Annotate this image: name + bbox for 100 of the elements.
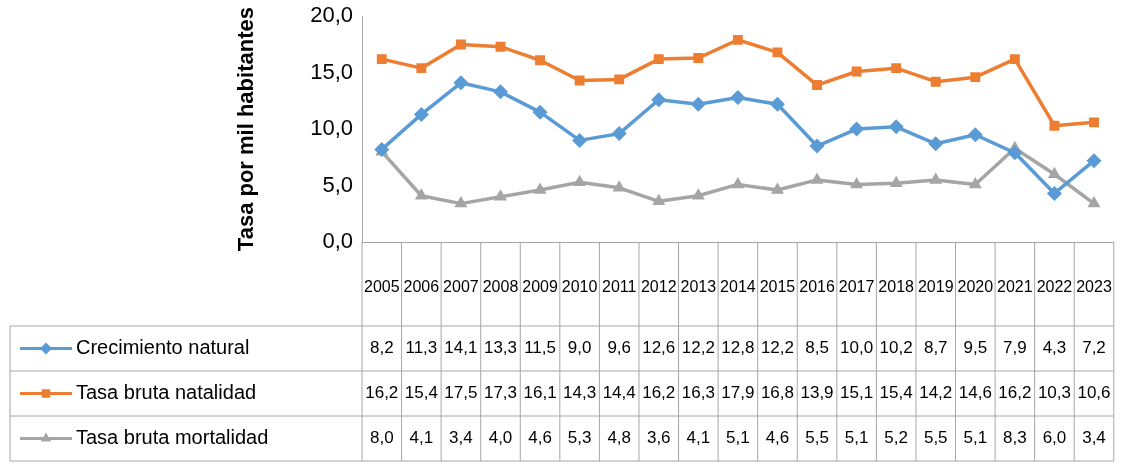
data-label: 13,3: [483, 338, 518, 358]
data-label: 4,6: [765, 428, 790, 448]
y-axis-title: Tasa por mil habitantes: [233, 7, 259, 252]
x-tick-label: 2011: [601, 278, 637, 296]
data-label: 14,4: [602, 383, 636, 403]
point: [614, 74, 625, 85]
point: [850, 176, 864, 189]
data-label: 14,2: [919, 383, 953, 403]
data-label: 5,3: [567, 428, 592, 448]
x-tick-label: 2015: [759, 278, 796, 296]
data-label: 7,9: [1003, 338, 1027, 358]
legend-label: Tasa bruta natalidad: [76, 381, 257, 404]
point: [1089, 117, 1099, 128]
y-tick-label: 20,0: [310, 2, 353, 28]
data-label: 9,0: [567, 338, 592, 358]
data-label: 3,4: [1082, 428, 1106, 448]
data-label: 14,1: [444, 338, 478, 358]
data-label: 9,6: [607, 338, 632, 358]
x-tick-label: 2009: [522, 278, 558, 296]
data-label: 14,6: [958, 383, 992, 403]
data-label: 12,2: [760, 338, 795, 358]
data-label: 15,4: [879, 383, 913, 403]
point: [812, 80, 822, 91]
point: [732, 34, 743, 45]
x-tick-label: 2021: [997, 278, 1033, 296]
point: [574, 75, 585, 86]
data-label: 16,3: [681, 383, 715, 403]
point: [809, 138, 825, 154]
data-label: 4,0: [488, 428, 513, 448]
point: [612, 180, 626, 192]
point: [653, 54, 664, 65]
point: [849, 121, 865, 137]
data-label: 16,1: [523, 383, 557, 403]
point: [930, 76, 941, 87]
y-tick-label: 5,0: [322, 171, 353, 197]
point: [1087, 196, 1101, 208]
point: [1047, 166, 1061, 179]
data-label: 5,1: [844, 428, 869, 448]
y-tick-label: 10,0: [310, 115, 353, 141]
point: [416, 63, 427, 74]
x-tick-label: 2007: [443, 278, 479, 296]
point: [810, 172, 824, 184]
x-tick-label: 2012: [640, 278, 677, 296]
x-tick-label: 2005: [363, 278, 400, 296]
data-label: 5,1: [726, 428, 750, 448]
point: [532, 104, 548, 120]
point: [730, 89, 746, 105]
data-label: 10,6: [1077, 383, 1111, 403]
data-label: 8,7: [923, 338, 948, 358]
point: [929, 172, 943, 184]
data-label: 3,6: [646, 428, 671, 448]
point: [772, 47, 783, 58]
point: [891, 63, 902, 74]
data-label: 16,2: [365, 383, 399, 403]
point: [453, 75, 469, 91]
data-label: 8,5: [805, 338, 829, 358]
point: [889, 175, 903, 188]
data-label: 12,8: [721, 338, 755, 358]
data-label: 5,5: [923, 428, 948, 448]
data-label: 15,1: [840, 383, 874, 403]
point: [572, 132, 588, 148]
data-label: 8,3: [1003, 428, 1027, 448]
data-label: 6,0: [1042, 428, 1067, 448]
data-label: 10,2: [879, 338, 913, 358]
point: [495, 41, 506, 52]
point: [693, 53, 704, 63]
x-tick-label: 2014: [720, 278, 756, 296]
data-label: 4,8: [607, 428, 632, 448]
point: [1046, 185, 1062, 201]
point: [454, 196, 468, 208]
point: [967, 127, 983, 143]
point: [851, 66, 862, 77]
data-label: 13,9: [800, 383, 834, 403]
x-tick-label: 2019: [917, 278, 954, 296]
point: [968, 176, 982, 189]
data-label: 14,3: [563, 383, 597, 403]
data-label: 17,9: [721, 383, 755, 403]
y-tick-label: 0,0: [322, 228, 353, 254]
data-label: 11,3: [405, 338, 438, 358]
point: [1009, 54, 1020, 65]
point: [731, 176, 745, 189]
point: [414, 188, 428, 200]
x-tick-label: 2017: [838, 278, 875, 296]
x-tick-label: 2010: [561, 278, 598, 296]
point: [691, 188, 705, 200]
data-label: 4,3: [1042, 338, 1067, 358]
data-label: 5,1: [963, 428, 988, 448]
legend-label: Tasa bruta mortalidad: [76, 426, 269, 449]
x-tick-label: 2020: [957, 278, 994, 296]
data-label: 9,5: [963, 338, 988, 358]
x-tick-label: 2023: [1076, 278, 1112, 296]
data-label: 4,6: [528, 428, 552, 448]
data-label: 12,6: [642, 338, 676, 358]
data-label: 3,4: [449, 428, 473, 448]
data-label: 17,3: [483, 383, 518, 403]
point: [690, 96, 706, 112]
data-label: 15,4: [404, 383, 438, 403]
data-label: 5,5: [805, 428, 829, 448]
x-tick-label: 2022: [1036, 278, 1073, 296]
data-label: 4,1: [686, 428, 711, 448]
